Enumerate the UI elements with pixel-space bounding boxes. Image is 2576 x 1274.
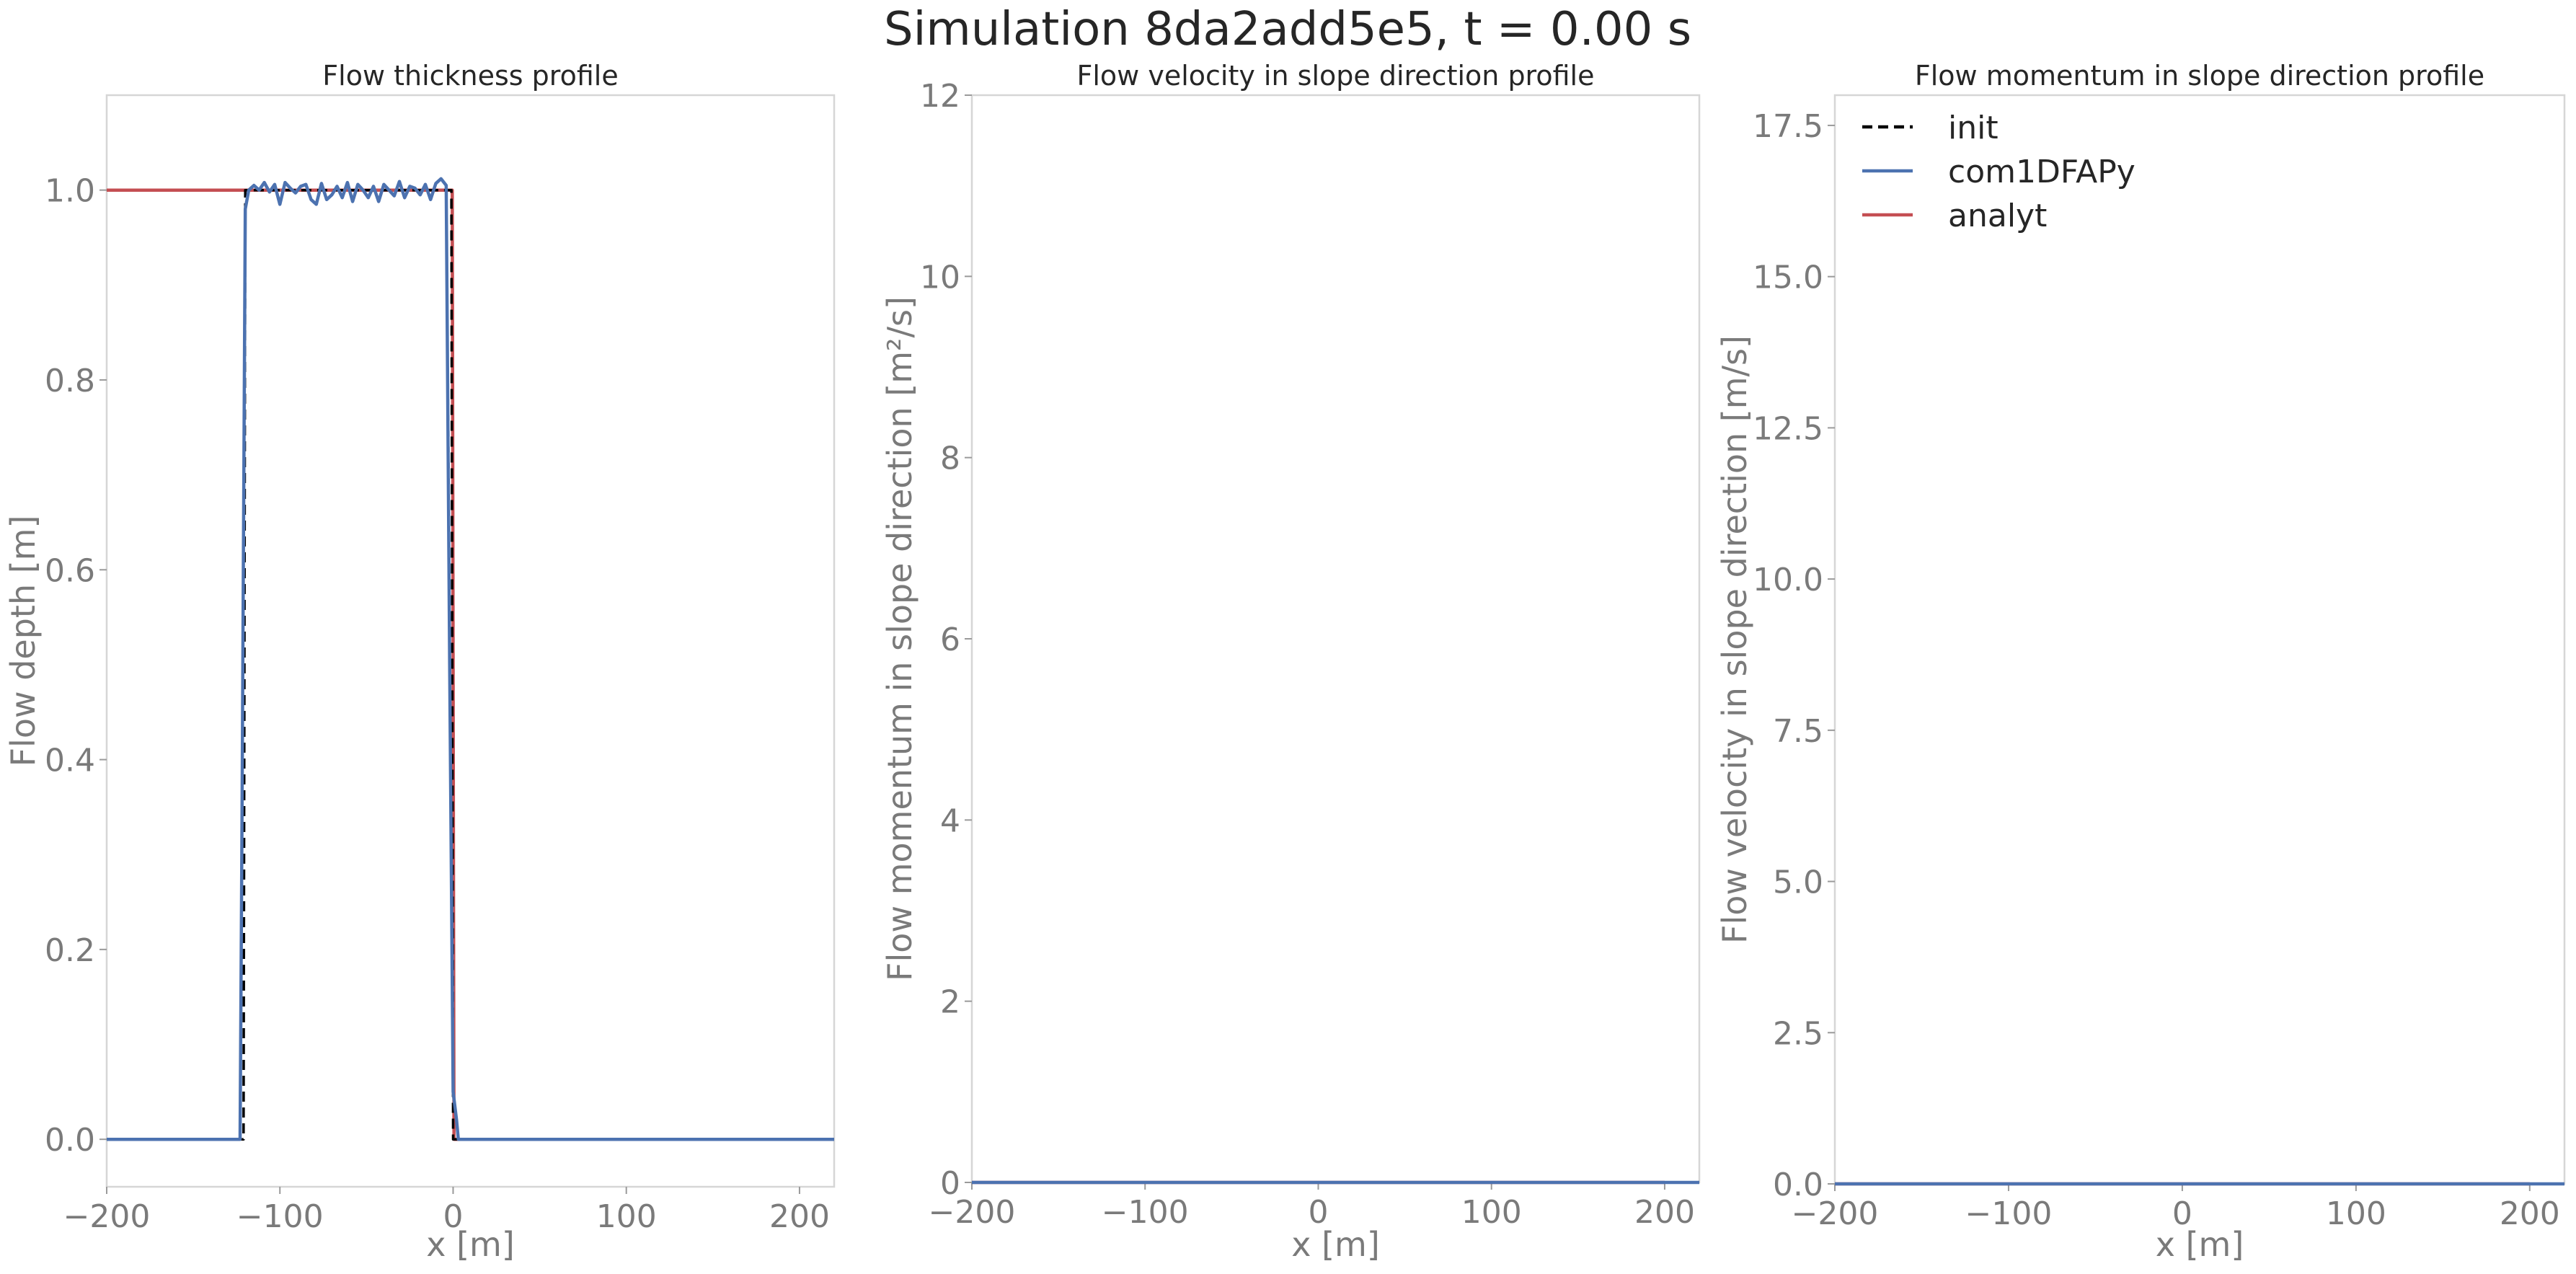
series-line-init [107,188,834,1141]
x-tick-label: 200 [1634,1194,1695,1231]
y-tick-label: 0.8 [45,363,95,399]
y-tick-label: 0.0 [45,1122,95,1159]
x-tick-label: 100 [596,1198,657,1235]
y-tick-label: 6 [940,621,960,658]
y-tick-label: 10.0 [1753,562,1823,598]
y-tick-label: 0 [940,1165,960,1202]
y-tick-label: 5.0 [1773,864,1823,901]
y-tick-label: 1.0 [45,173,95,210]
y-tick-label: 4 [940,802,960,839]
y-axis-label: Flow depth [m] [4,516,43,767]
series-line-com1dfapy [107,177,834,1141]
y-tick-label: 10 [920,259,960,296]
x-tick-label: 100 [2326,1195,2386,1232]
panel-title: Flow momentum in slope direction profile [1915,60,2484,92]
panel-title: Flow velocity in slope direction profile [1077,60,1595,92]
legend-label-init: init [1948,110,1999,146]
x-tick-label: −200 [1792,1195,1879,1232]
panel-2: Flow velocity in slope direction profile… [880,60,1701,1264]
x-tick-label: 200 [2500,1195,2560,1232]
x-axis-label: x [m] [1291,1225,1380,1264]
plot-frame [105,94,836,1188]
panel-1: Flow thickness profile −200 −100 0 100 200 0.0… [4,60,836,1264]
plot-frame [1833,94,2566,1185]
y-tick-label: 2.5 [1773,1015,1823,1052]
y-tick-label: 0.4 [45,743,95,779]
x-axis-label: x [m] [2156,1225,2244,1264]
x-tick-label: −200 [63,1198,151,1235]
figure-title: Simulation 8da2add5e5, t = 0.00 s [884,3,1691,56]
x-tick-label: 100 [1461,1194,1522,1231]
x-tick-label: 0 [2172,1195,2192,1232]
x-tick-label: −100 [1102,1194,1189,1231]
y-axis-label: Flow velocity in slope direction [m/s] [1715,335,1754,944]
y-tick-label: 0.0 [1773,1167,1823,1203]
x-tick-label: −200 [929,1194,1016,1231]
x-axis-label: x [m] [426,1225,515,1264]
y-tick-label: 0.2 [45,932,95,969]
x-tick-label: 0 [1308,1194,1328,1231]
legend: init com1DFAPy analyt [1862,110,2135,234]
legend-label-analyt: analyt [1948,198,2047,234]
y-axis-label: Flow momentum in slope direction [m²/s] [880,296,919,981]
y-tick-label: 12 [920,78,960,115]
panel-title: Flow thickness profile [322,60,618,92]
y-tick-label: 2 [940,984,960,1021]
x-tick-label: 0 [443,1198,463,1235]
x-tick-label: −100 [1965,1195,2053,1232]
y-tick-label: 8 [940,441,960,477]
y-tick-label: 7.5 [1773,713,1823,750]
panel-3: Flow momentum in slope direction profile… [1715,60,2566,1264]
y-tick-label: 0.6 [45,552,95,589]
y-tick-label: 17.5 [1753,108,1823,145]
y-tick-label: 12.5 [1753,410,1823,447]
legend-label-com1dfapy: com1DFAPy [1948,154,2135,190]
x-tick-label: 200 [769,1198,830,1235]
x-tick-label: −100 [236,1198,324,1235]
y-tick-label: 15.0 [1753,260,1823,296]
plot-frame [970,94,1701,1184]
